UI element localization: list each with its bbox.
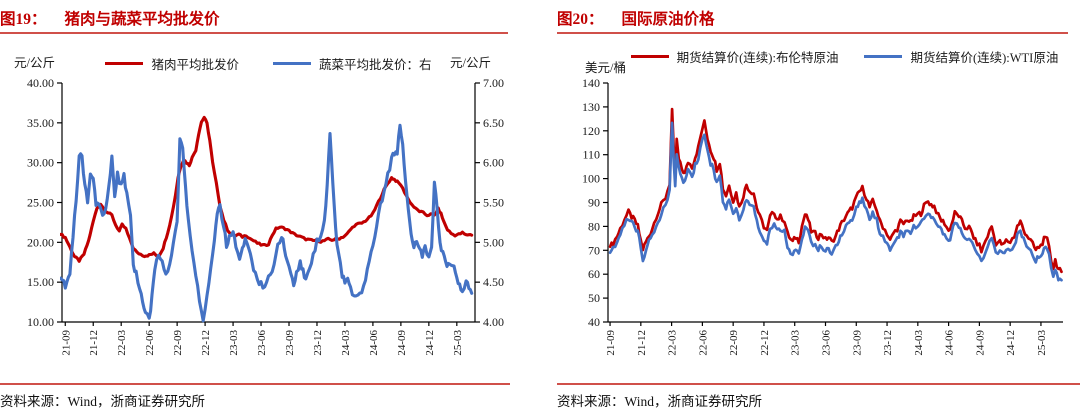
series-line-red	[608, 107, 1063, 274]
right-axis-tick-label: 5.00	[483, 235, 504, 249]
figure19-label: 图19：	[0, 11, 47, 28]
figure20-label: 图20：	[557, 11, 604, 28]
left-axis-tick-label: 90	[588, 196, 600, 210]
left-axis-tick-label: 20.00	[27, 235, 54, 249]
left-axis-tick-label: 120	[582, 124, 600, 138]
x-axis-tick-label: 23-06	[820, 330, 832, 356]
x-axis-tick-label: 22-12	[200, 330, 212, 356]
x-axis-tick-label: 25-03	[1036, 330, 1048, 356]
left-axis-tick-label: 70	[588, 243, 600, 257]
left-axis-tick-label: 15.00	[27, 275, 54, 289]
legend-swatch-blue	[273, 61, 311, 66]
series-line-blue	[608, 121, 1063, 282]
x-axis-tick-label: 24-12	[1005, 330, 1017, 356]
figure20-title-text: 国际原油价格	[621, 11, 715, 28]
legend-swatch-red	[630, 54, 669, 59]
legend-item: 期货结算价(连续):WTI原油	[864, 47, 1058, 66]
right-axis-tick-label: 7.00	[483, 76, 504, 90]
title-rule	[557, 32, 1068, 34]
left-axis-tick-label: 80	[588, 219, 600, 233]
footer-rule	[557, 383, 1080, 385]
x-axis-tick-label: 21-09	[605, 330, 617, 356]
left-axis-tick-label: 130	[582, 100, 600, 114]
x-axis-tick-label: 24-09	[974, 330, 986, 356]
x-axis-tick-label: 21-12	[636, 330, 648, 356]
figure20-source: 资料来源：Wind，浙商证券研究所	[557, 394, 762, 409]
x-axis-tick-label: 22-09	[728, 330, 740, 356]
left-axis-tick-label: 35.00	[27, 116, 54, 130]
x-axis-tick-label: 23-09	[851, 330, 863, 356]
series-line-red	[60, 115, 474, 263]
left-axis-tick-label: 10.00	[27, 315, 54, 329]
left-axis-tick-label: 100	[582, 172, 600, 186]
right-axis-tick-label: 4.00	[483, 315, 504, 329]
figure20-legend: 期货结算价(连续):布伦特原油 期货结算价(连续):WTI原油	[617, 47, 1072, 66]
left-axis-tick-label: 110	[582, 148, 600, 162]
figure19-source: 资料来源：Wind，浙商证券研究所	[0, 394, 205, 409]
x-axis-tick-label: 21-09	[60, 330, 72, 356]
x-axis-tick-label: 22-03	[667, 330, 679, 356]
x-axis-tick-label: 24-06	[944, 330, 956, 356]
figure20-title: 图20： 国际原油价格	[557, 7, 715, 29]
left-axis-tick-label: 50	[588, 291, 600, 305]
x-axis-tick-label: 24-03	[913, 330, 925, 356]
right-axis-unit: 元/公斤	[450, 56, 491, 70]
legend-item: 猪肉平均批发价	[105, 54, 239, 73]
legend-item: 蔬菜平均批发价：右	[273, 54, 432, 73]
x-axis-tick-label: 22-06	[697, 330, 709, 356]
left-axis-tick-label: 60	[588, 267, 600, 281]
x-axis-tick-label: 25-03	[452, 330, 464, 356]
series-line-blue	[60, 123, 474, 323]
x-axis-tick-label: 24-06	[368, 330, 380, 356]
right-axis-tick-label: 6.00	[483, 156, 504, 170]
legend-label: 期货结算价(连续):WTI原油	[910, 51, 1059, 65]
x-axis-tick-label: 24-12	[424, 330, 436, 356]
x-axis-tick-label: 24-09	[396, 330, 408, 356]
legend-label: 猪肉平均批发价	[151, 58, 239, 72]
left-axis-unit: 美元/桶	[585, 61, 626, 75]
x-axis-tick-label: 23-12	[882, 330, 894, 356]
x-axis-tick-label: 22-06	[144, 330, 156, 356]
x-axis-tick-label: 24-03	[340, 330, 352, 356]
x-axis-tick-label: 21-12	[88, 330, 100, 356]
left-axis-tick-label: 40	[588, 315, 600, 329]
left-axis-tick-label: 30.00	[27, 156, 54, 170]
legend-swatch-red	[105, 61, 144, 66]
right-axis-tick-label: 5.50	[483, 196, 504, 210]
legend-swatch-blue	[864, 54, 903, 59]
right-axis-tick-label: 4.50	[483, 275, 504, 289]
figure19-title: 图19： 猪肉与蔬菜平均批发价	[0, 7, 220, 29]
left-axis-tick-label: 140	[582, 76, 600, 90]
right-axis-tick-label: 6.50	[483, 116, 504, 130]
figure19-column: 图19： 猪肉与蔬菜平均批发价 元/公斤 元/公斤 猪肉平均批发价 蔬菜平均批发价：…	[0, 0, 520, 412]
left-axis-tick-label: 40.00	[27, 76, 54, 90]
figure20-column: 图20： 国际原油价格 美元/桶 期货结算价(连续):布伦特原油 期货结算价(连续)…	[557, 0, 1080, 412]
x-axis-tick-label: 23-03	[790, 330, 802, 356]
figure19-chart: 10.00 15.00 20.00 25.00 30.00 35.00 40.00 4.00 4…	[27, 76, 504, 356]
x-axis-tick-label: 22-12	[759, 330, 771, 356]
x-axis-tick-label: 22-03	[116, 330, 128, 356]
figure19-legend: 猪肉平均批发价 蔬菜平均批发价：右	[62, 54, 475, 73]
legend-label: 期货结算价(连续):布伦特原油	[676, 51, 839, 65]
legend-label: 蔬菜平均批发价：右	[319, 58, 432, 72]
left-axis-unit: 元/公斤	[14, 56, 55, 70]
figure19-title-text: 猪肉与蔬菜平均批发价	[64, 11, 220, 28]
x-axis-tick-label: 23-12	[312, 330, 324, 356]
left-axis-tick-label: 25.00	[27, 196, 54, 210]
title-rule	[0, 32, 508, 34]
x-axis-tick-label: 22-09	[172, 330, 184, 356]
x-axis-tick-label: 23-09	[284, 330, 296, 356]
x-axis-tick-label: 23-06	[256, 330, 268, 356]
figure20-chart: 40 50 60 70 80 90 100 110 120 130 140 21-09 21-12 22-…	[582, 76, 1063, 356]
x-axis-tick-label: 23-03	[228, 330, 240, 356]
footer-rule	[0, 383, 510, 385]
legend-item: 期货结算价(连续):布伦特原油	[630, 47, 839, 66]
